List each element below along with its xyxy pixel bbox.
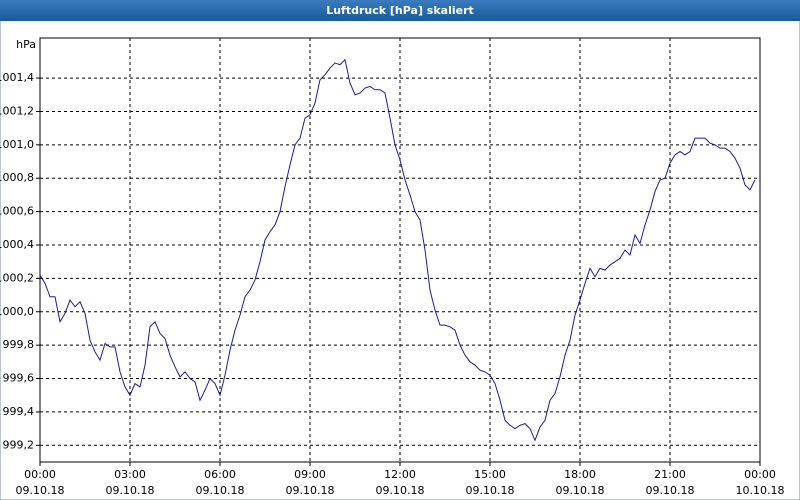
y-tick-label: 1001,2: [0, 104, 34, 117]
y-tick-label: 1000,8: [0, 171, 34, 184]
x-tick-date: 09.10.18: [646, 484, 695, 497]
x-tick-date: 09.10.18: [286, 484, 335, 497]
y-tick-label: 1001,4: [0, 71, 34, 84]
y-tick-label: 999,8: [3, 338, 35, 351]
x-tick-date: 09.10.18: [376, 484, 425, 497]
y-tick-label: 1000,4: [0, 238, 34, 251]
y-tick-label: 1000,0: [0, 305, 34, 318]
title-bar: [0, 0, 800, 21]
x-tick-label: 00:00: [744, 468, 776, 481]
y-tick-label: 1000,2: [0, 271, 34, 284]
chart-title: Luftdruck [hPa] skaliert: [326, 4, 474, 17]
x-tick-date: 09.10.18: [196, 484, 245, 497]
data-line: [39, 58, 756, 442]
x-tick-label: 12:00: [384, 468, 416, 481]
y-axis-unit: hPa: [16, 38, 36, 51]
x-tick-label: 09:00: [294, 468, 326, 481]
x-tick-label: 06:00: [204, 468, 236, 481]
y-tick-label: 1001,0: [0, 138, 34, 151]
y-tick-label: 999,6: [3, 372, 35, 385]
x-tick-date: 09.10.18: [16, 484, 65, 497]
y-tick-label: 1000,6: [0, 205, 34, 218]
x-tick-label: 03:00: [114, 468, 146, 481]
y-tick-label: 999,2: [3, 438, 35, 451]
x-tick-label: 00:00: [24, 468, 56, 481]
x-tick-date: 09.10.18: [556, 484, 605, 497]
x-tick-label: 15:00: [474, 468, 506, 481]
x-tick-date: 09.10.18: [106, 484, 155, 497]
x-tick-label: 18:00: [564, 468, 596, 481]
y-tick-label: 999,4: [3, 405, 35, 418]
x-tick-label: 21:00: [654, 468, 686, 481]
x-tick-date: 10.10.18: [736, 484, 785, 497]
x-tick-date: 09.10.18: [466, 484, 515, 497]
